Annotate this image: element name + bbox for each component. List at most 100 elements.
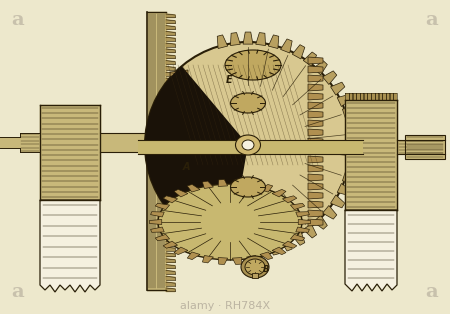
Polygon shape [342,171,356,182]
Polygon shape [314,215,327,229]
Polygon shape [308,138,323,145]
Polygon shape [166,26,175,29]
Polygon shape [314,61,327,75]
Polygon shape [308,165,323,172]
Polygon shape [280,237,292,251]
Polygon shape [166,125,175,128]
Polygon shape [292,231,305,245]
Polygon shape [345,93,349,100]
Polygon shape [166,142,175,146]
Polygon shape [243,32,253,44]
Polygon shape [166,241,175,245]
Bar [405,135,445,159]
Polygon shape [256,33,266,46]
Polygon shape [268,241,279,255]
Polygon shape [166,43,175,46]
Polygon shape [308,147,323,154]
Polygon shape [202,181,213,188]
Polygon shape [166,171,175,175]
Ellipse shape [145,42,351,248]
Polygon shape [166,136,175,140]
Polygon shape [260,184,273,192]
Polygon shape [170,97,188,105]
Polygon shape [166,270,175,274]
Polygon shape [230,33,240,46]
Polygon shape [308,183,323,190]
Polygon shape [308,102,323,109]
Polygon shape [166,160,175,163]
Polygon shape [170,178,188,186]
Polygon shape [367,93,371,100]
Polygon shape [151,212,164,217]
Text: a: a [426,11,438,29]
Polygon shape [364,93,368,100]
Polygon shape [166,218,175,221]
Polygon shape [166,55,175,58]
Polygon shape [163,241,178,248]
Polygon shape [382,93,386,100]
Polygon shape [230,245,240,257]
Polygon shape [296,227,310,232]
Polygon shape [308,75,323,82]
Polygon shape [298,219,310,225]
Polygon shape [346,159,360,169]
Text: a: a [12,11,24,29]
Polygon shape [348,146,361,156]
Polygon shape [345,100,397,210]
Polygon shape [170,187,188,195]
Polygon shape [348,134,361,143]
Ellipse shape [225,50,281,80]
Polygon shape [232,257,242,264]
Polygon shape [308,120,323,127]
Polygon shape [352,93,356,100]
Polygon shape [296,212,310,217]
Polygon shape [166,288,175,291]
Ellipse shape [158,184,302,260]
Polygon shape [290,234,305,241]
Polygon shape [166,195,175,198]
Polygon shape [170,124,188,132]
Polygon shape [393,93,397,100]
Polygon shape [166,206,175,210]
Polygon shape [170,151,188,159]
Polygon shape [145,66,248,246]
Polygon shape [170,205,188,213]
Polygon shape [166,177,175,181]
Polygon shape [166,96,175,99]
Polygon shape [166,31,175,35]
Polygon shape [40,105,100,200]
Polygon shape [356,93,360,100]
Polygon shape [170,160,188,168]
Polygon shape [166,165,175,169]
Polygon shape [155,203,170,210]
Polygon shape [166,90,175,93]
Polygon shape [170,196,188,204]
Polygon shape [323,205,337,219]
Polygon shape [331,195,345,208]
Polygon shape [166,107,175,111]
Polygon shape [166,154,175,157]
Polygon shape [166,14,175,18]
Polygon shape [323,71,337,84]
Polygon shape [170,70,188,78]
Polygon shape [217,35,228,49]
Polygon shape [308,156,323,163]
Polygon shape [166,49,175,52]
Ellipse shape [242,140,254,150]
Polygon shape [218,180,228,187]
Polygon shape [166,247,175,251]
Polygon shape [166,276,175,280]
Text: a: a [426,283,438,301]
Polygon shape [378,93,382,100]
Polygon shape [170,88,188,96]
Polygon shape [166,113,175,116]
Polygon shape [303,52,317,66]
Polygon shape [187,184,200,192]
Polygon shape [346,121,360,131]
Polygon shape [166,253,175,257]
Polygon shape [166,265,175,268]
Polygon shape [170,79,188,87]
Polygon shape [331,82,345,95]
Polygon shape [280,39,292,53]
Text: A: A [183,162,190,172]
